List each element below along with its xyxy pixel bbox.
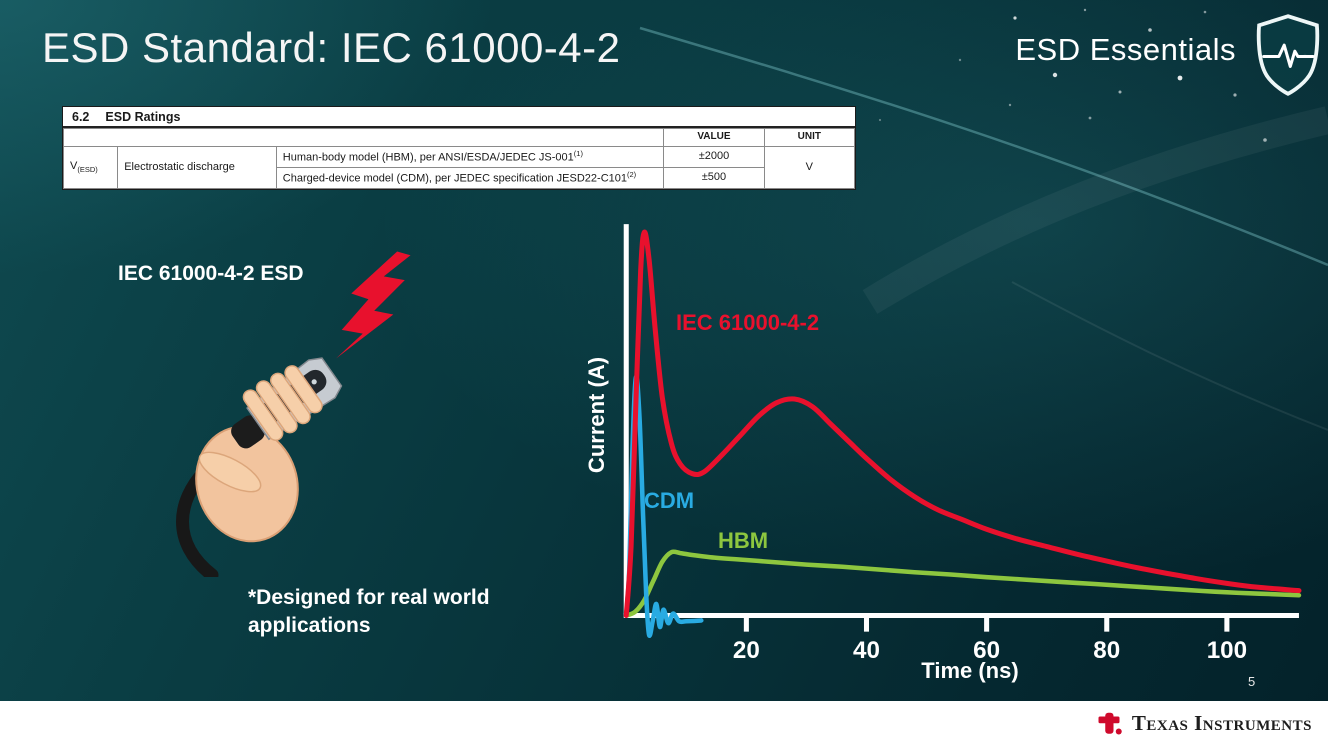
series-curve-IEC 61000-4-2 <box>623 229 1302 619</box>
series-label-iec: IEC 61000-4-2 <box>676 310 820 335</box>
value-column-header: VALUE <box>663 128 765 147</box>
fingers <box>242 365 323 441</box>
page-title: ESD Standard: IEC 61000-4-2 <box>42 24 621 71</box>
page-number: 5 <box>1248 674 1256 689</box>
swoosh-arc <box>639 26 1328 267</box>
table-row: Charged-device model (CDM), per JEDEC sp… <box>64 166 855 190</box>
swoosh-band <box>862 106 1328 314</box>
hbm-description-cell: Human-body model (HBM), per ANSI/ESDA/JE… <box>275 145 665 168</box>
y-axis-label: Current (A) <box>584 356 609 474</box>
chart-canvas: 20 40 60 80 100 <box>623 224 1302 664</box>
unit-column-header: UNIT <box>763 128 856 147</box>
designed-for-real-world-note: *Designed for real world applications <box>248 586 490 638</box>
hdmi-connector <box>231 357 343 449</box>
cdm-description-cell: Charged-device model (CDM), per JEDEC sp… <box>275 166 665 190</box>
ti-logo: Texas Instruments <box>1094 701 1312 746</box>
table-header-row: VALUE UNIT <box>62 128 856 147</box>
section-number: 6.2 <box>72 110 90 124</box>
swoosh-arc-2 <box>1011 281 1328 431</box>
table-section-heading: 6.2 ESD Ratings <box>63 107 855 128</box>
x-tick-label: 20 <box>733 637 760 664</box>
iec-esd-label: IEC 61000-4-2 ESD <box>118 262 304 285</box>
x-tick-label: 80 <box>1093 637 1120 664</box>
symbol-cell: V(ESD) <box>62 145 119 190</box>
hbm-value-cell: ±2000 <box>663 145 765 168</box>
series-label-hbm: HBM <box>718 528 769 553</box>
hand-holding-hdmi-illustration <box>176 357 343 577</box>
x-tick-label: 60 <box>973 637 1000 664</box>
lightning-bolt-icon <box>336 251 411 359</box>
x-tick-label: 100 <box>1207 637 1247 664</box>
x-axis-label: Time (ns) <box>921 658 1019 683</box>
esd-shield-icon <box>1256 14 1320 96</box>
parameter-cell: Electrostatic discharge <box>117 145 277 190</box>
esd-waveform-chart: 20 40 60 80 100 IEC 61000-4-2 CDM HBM <box>598 212 1304 664</box>
series-brand-text: ESD Essentials <box>1015 32 1236 67</box>
ti-wordmark: Texas Instruments <box>1131 711 1312 735</box>
table-row: V(ESD) Electrostatic discharge Human-bod… <box>62 145 856 190</box>
series-curve-HBM <box>623 549 1302 618</box>
x-tick-label: 40 <box>853 637 880 664</box>
thumb <box>198 451 262 493</box>
esd-ratings-table: 6.2 ESD Ratings VALUE UNIT V(ESD) Electro… <box>62 106 856 191</box>
ti-bug-icon <box>1098 712 1122 734</box>
section-title: ESD Ratings <box>105 110 181 124</box>
unit-cell: V <box>763 145 856 190</box>
footer-bar: Texas Instruments <box>0 701 1328 746</box>
cdm-value-cell: ±500 <box>663 166 765 190</box>
series-label-cdm: CDM <box>644 488 695 513</box>
